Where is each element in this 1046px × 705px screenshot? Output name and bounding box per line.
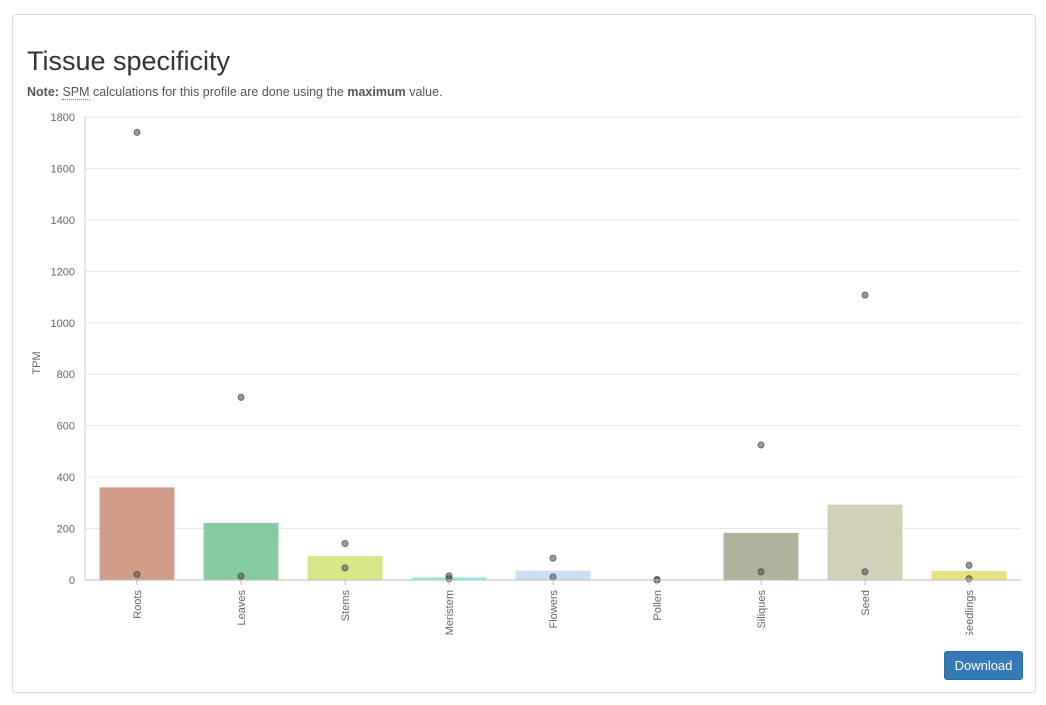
y-tick-label: 1600: [51, 163, 75, 175]
page-title: Tissue specificity: [27, 46, 231, 76]
sample-point-roots[interactable]: [133, 570, 141, 578]
y-tick-label: 800: [57, 369, 75, 381]
note-text-2: value.: [409, 85, 443, 99]
sample-point-seedlings[interactable]: [965, 561, 973, 569]
sample-point-flowers[interactable]: [549, 554, 557, 562]
y-axis-label: TPM: [31, 351, 43, 374]
bar-roots[interactable]: [99, 487, 175, 580]
sample-point-leaves[interactable]: [237, 572, 245, 580]
download-button[interactable]: Download: [944, 651, 1023, 680]
bar-leaves[interactable]: [203, 522, 279, 580]
y-tick-label: 200: [57, 524, 75, 536]
tissue-chart: 0 200 400 600 800 1000 1200 1400 1600 1800 Roots L…: [31, 112, 1021, 635]
sample-point-seed[interactable]: [861, 291, 869, 299]
x-tick-label: Siliques: [756, 590, 768, 629]
x-tick-label: Meristem: [444, 590, 456, 635]
y-tick-label: 1400: [51, 215, 75, 227]
spm-abbreviation[interactable]: SPM: [62, 85, 90, 100]
x-tick-label: Roots: [132, 590, 144, 619]
y-tick-label: 1800: [51, 112, 75, 124]
bar-seed[interactable]: [827, 504, 903, 580]
x-tick-label: Leaves: [236, 590, 248, 626]
sample-point-flowers[interactable]: [549, 573, 557, 581]
x-tick-label: Flowers: [548, 590, 560, 629]
y-tick-label: 0: [69, 575, 75, 587]
y-tick-label: 1200: [51, 266, 75, 278]
tissue-specificity-panel: Tissue specificity Note: SPM calculation…: [12, 14, 1036, 693]
x-tick-label: Seedlings: [964, 590, 976, 635]
y-tick-label: 1000: [51, 318, 75, 330]
note-label: Note:: [27, 85, 59, 99]
sample-point-siliques[interactable]: [757, 568, 765, 576]
sample-point-siliques[interactable]: [757, 441, 765, 449]
y-tick-label: 400: [57, 472, 75, 484]
x-tick-label: Stems: [340, 590, 352, 622]
note-bold: maximum: [347, 85, 406, 99]
note-text-1: calculations for this profile are done u…: [93, 85, 344, 99]
sample-point-roots[interactable]: [133, 128, 141, 136]
sample-point-stems[interactable]: [341, 539, 349, 547]
sample-point-stems[interactable]: [341, 564, 349, 572]
x-tick-label: Pollen: [652, 590, 664, 621]
x-tick-label: Seed: [860, 590, 872, 616]
spm-note: Note: SPM calculations for this profile …: [27, 85, 443, 100]
sample-point-leaves[interactable]: [237, 393, 245, 401]
sample-point-seed[interactable]: [861, 568, 869, 576]
y-tick-label: 600: [57, 421, 75, 433]
